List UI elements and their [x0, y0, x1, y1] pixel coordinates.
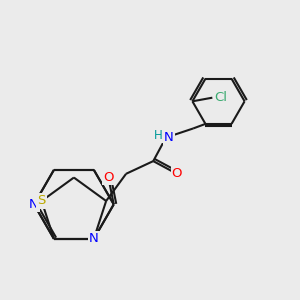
Text: S: S	[38, 194, 46, 208]
Text: N: N	[29, 198, 39, 211]
Text: N: N	[89, 232, 99, 245]
Text: O: O	[172, 167, 182, 180]
Text: H: H	[154, 129, 162, 142]
Text: N: N	[164, 131, 174, 144]
Text: O: O	[103, 171, 114, 184]
Text: Cl: Cl	[214, 91, 227, 104]
